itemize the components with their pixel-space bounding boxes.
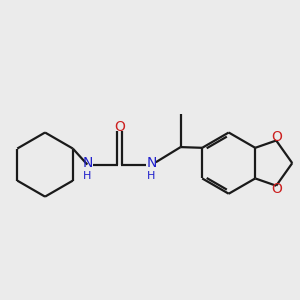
Text: H: H bbox=[147, 171, 156, 181]
Text: N: N bbox=[82, 156, 92, 170]
Text: O: O bbox=[271, 130, 282, 144]
Text: N: N bbox=[146, 156, 157, 170]
Text: O: O bbox=[271, 182, 282, 196]
Text: O: O bbox=[114, 120, 125, 134]
Text: H: H bbox=[83, 171, 92, 181]
